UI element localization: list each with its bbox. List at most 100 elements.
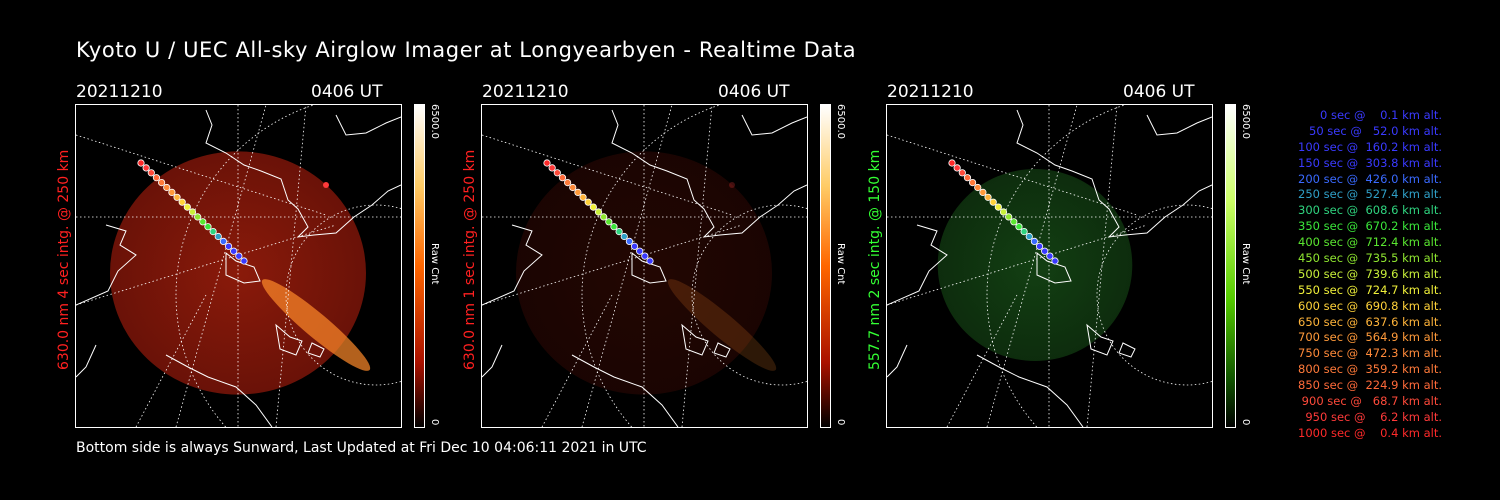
panel-2-allsky-map xyxy=(481,104,808,428)
panel-2-colorbar-max: 6500.0 xyxy=(835,104,846,139)
sky-image xyxy=(937,169,1133,361)
track-point xyxy=(989,198,997,206)
track-point xyxy=(548,164,556,172)
track-point xyxy=(240,257,248,265)
legend-row: 650 sec @ 637.6 km alt. xyxy=(1262,315,1442,331)
track-point xyxy=(230,247,238,255)
track-point xyxy=(1025,232,1033,241)
track-point xyxy=(163,183,171,192)
track-point xyxy=(152,174,161,182)
track-point xyxy=(958,169,966,177)
track-point xyxy=(615,228,623,236)
legend-row-text: 350 sec @ 670.2 km alt. xyxy=(1294,219,1442,234)
legend-row-text: 250 sec @ 527.4 km alt. xyxy=(1294,187,1442,202)
panel-2-time: 0406 UT xyxy=(718,82,790,102)
track-point xyxy=(646,257,654,265)
lat-lon-grid xyxy=(887,105,1212,427)
legend-row-text: 150 sec @ 303.8 km alt. xyxy=(1294,155,1442,170)
panel-3-colorbar xyxy=(1225,104,1236,428)
track-point xyxy=(994,203,1002,211)
legend-row: 600 sec @ 690.8 km alt. xyxy=(1262,299,1442,315)
legend-row-text: 700 sec @ 564.9 km alt. xyxy=(1294,330,1442,345)
legend-row-text: 450 sec @ 735.5 km alt. xyxy=(1294,251,1442,266)
legend-row-text: 50 sec @ 52.0 km alt. xyxy=(1301,123,1442,138)
track-point xyxy=(209,228,217,236)
legend-row: 500 sec @ 739.6 km alt. xyxy=(1262,267,1442,283)
track-point xyxy=(214,232,222,241)
track-point xyxy=(610,223,618,231)
track-point xyxy=(948,159,956,167)
footer-status: Bottom side is always Sunward, Last Upda… xyxy=(76,440,647,456)
aurora-arc xyxy=(667,279,777,371)
legend-row-text: 800 sec @ 359.2 km alt. xyxy=(1294,362,1442,377)
track-point xyxy=(979,188,987,197)
legend-row: 950 sec @ 6.2 km alt. xyxy=(1262,410,1442,426)
legend-row-text: 650 sec @ 637.6 km alt. xyxy=(1294,314,1442,329)
bright-spot xyxy=(729,182,735,188)
panel-1-colorbar-label: Raw Cnt xyxy=(429,243,440,285)
panel-3-allsky-map xyxy=(886,104,1213,428)
track-point xyxy=(1015,223,1023,231)
legend-row: 50 sec @ 52.0 km alt. xyxy=(1262,124,1442,140)
track-point xyxy=(564,179,572,187)
track-point xyxy=(204,223,212,231)
legend-row: 200 sec @ 426.0 km alt. xyxy=(1262,172,1442,188)
coastlines xyxy=(887,109,1212,427)
satellite-track xyxy=(137,159,248,265)
track-point xyxy=(183,203,191,211)
legend-row: 900 sec @ 68.7 km alt. xyxy=(1262,394,1442,410)
track-point xyxy=(142,164,150,172)
legend-row-text: 950 sec @ 6.2 km alt. xyxy=(1301,409,1442,424)
track-point xyxy=(188,208,197,216)
satellite-track xyxy=(948,159,1059,265)
panel-2-colorbar xyxy=(820,104,831,428)
track-point xyxy=(1035,242,1044,250)
track-point xyxy=(1010,218,1018,226)
legend-row: 0 sec @ 0.1 km alt. xyxy=(1262,108,1442,124)
aurora-arc xyxy=(261,279,371,371)
track-point xyxy=(173,193,181,201)
track-point xyxy=(579,193,587,201)
track-point xyxy=(620,232,628,241)
page-title: Kyoto U / UEC All-sky Airglow Imager at … xyxy=(76,38,857,62)
track-point xyxy=(1041,247,1049,255)
track-point xyxy=(636,247,644,255)
coastlines xyxy=(482,109,807,427)
track-point xyxy=(235,252,243,260)
track-point xyxy=(605,218,613,226)
legend-row: 250 sec @ 527.4 km alt. xyxy=(1262,187,1442,203)
track-point xyxy=(137,159,145,167)
legend-row-text: 400 sec @ 712.4 km alt. xyxy=(1294,235,1442,250)
legend-row: 150 sec @ 303.8 km alt. xyxy=(1262,156,1442,172)
legend-row-text: 100 sec @ 160.2 km alt. xyxy=(1294,139,1442,154)
panel-3-colorbar-min: 0 xyxy=(1240,419,1251,426)
panel-1-colorbar-max: 6500.0 xyxy=(429,104,440,139)
panel-3-time: 0406 UT xyxy=(1123,82,1195,102)
track-point xyxy=(641,252,649,260)
track-point xyxy=(1005,213,1013,221)
legend-row: 1000 sec @ 0.4 km alt. xyxy=(1262,426,1442,442)
track-point xyxy=(969,179,977,187)
track-point xyxy=(219,237,227,245)
track-point xyxy=(974,183,982,192)
legend-row: 350 sec @ 670.2 km alt. xyxy=(1262,219,1442,235)
track-point xyxy=(999,208,1008,216)
coastlines xyxy=(76,109,401,427)
legend-row-text: 1000 sec @ 0.4 km alt. xyxy=(1298,425,1442,440)
legend-row-text: 500 sec @ 739.6 km alt. xyxy=(1294,266,1442,281)
legend-row: 750 sec @ 472.3 km alt. xyxy=(1262,346,1442,362)
track-point xyxy=(589,203,597,211)
track-point xyxy=(194,213,202,221)
panel-1-side-label: 630.0 nm 4 sec intg. @ 250 km xyxy=(56,149,72,370)
track-point xyxy=(553,169,561,177)
panel-3-side-label: 557.7 nm 2 sec intg. @ 150 km xyxy=(867,149,883,370)
legend-row: 450 sec @ 735.5 km alt. xyxy=(1262,251,1442,267)
track-point xyxy=(584,198,592,206)
track-point xyxy=(594,208,603,216)
track-point xyxy=(1020,228,1028,236)
lat-lon-grid xyxy=(482,105,807,427)
panel-2-colorbar-min: 0 xyxy=(835,419,846,426)
track-point xyxy=(1030,237,1038,245)
legend-row-text: 850 sec @ 224.9 km alt. xyxy=(1294,378,1442,393)
legend-row-text: 200 sec @ 426.0 km alt. xyxy=(1294,171,1442,186)
